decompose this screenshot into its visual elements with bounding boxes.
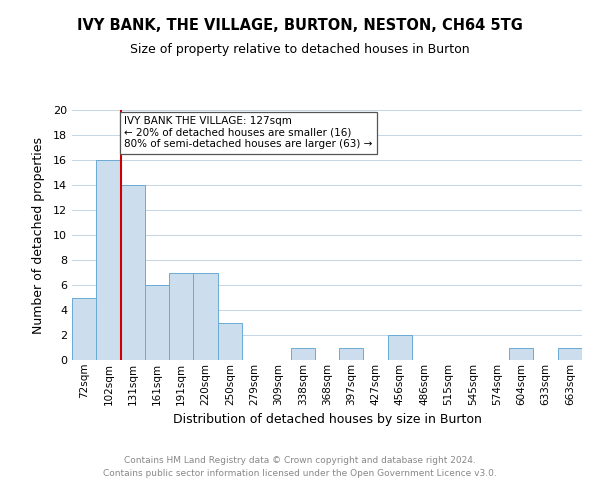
Bar	[388, 335, 412, 360]
Text: IVY BANK, THE VILLAGE, BURTON, NESTON, CH64 5TG: IVY BANK, THE VILLAGE, BURTON, NESTON, C…	[77, 18, 523, 32]
Bar	[169, 272, 193, 360]
Bar	[121, 185, 145, 360]
Bar	[96, 160, 121, 360]
Bar	[145, 285, 169, 360]
Text: IVY BANK THE VILLAGE: 127sqm
← 20% of detached houses are smaller (16)
80% of se: IVY BANK THE VILLAGE: 127sqm ← 20% of de…	[124, 116, 373, 150]
Bar	[193, 272, 218, 360]
Bar	[509, 348, 533, 360]
Y-axis label: Number of detached properties: Number of detached properties	[32, 136, 44, 334]
Text: Size of property relative to detached houses in Burton: Size of property relative to detached ho…	[130, 42, 470, 56]
Bar	[72, 298, 96, 360]
Bar	[218, 322, 242, 360]
Bar	[558, 348, 582, 360]
Bar	[339, 348, 364, 360]
Text: Contains HM Land Registry data © Crown copyright and database right 2024.
Contai: Contains HM Land Registry data © Crown c…	[103, 456, 497, 477]
X-axis label: Distribution of detached houses by size in Burton: Distribution of detached houses by size …	[173, 413, 481, 426]
Bar	[290, 348, 315, 360]
